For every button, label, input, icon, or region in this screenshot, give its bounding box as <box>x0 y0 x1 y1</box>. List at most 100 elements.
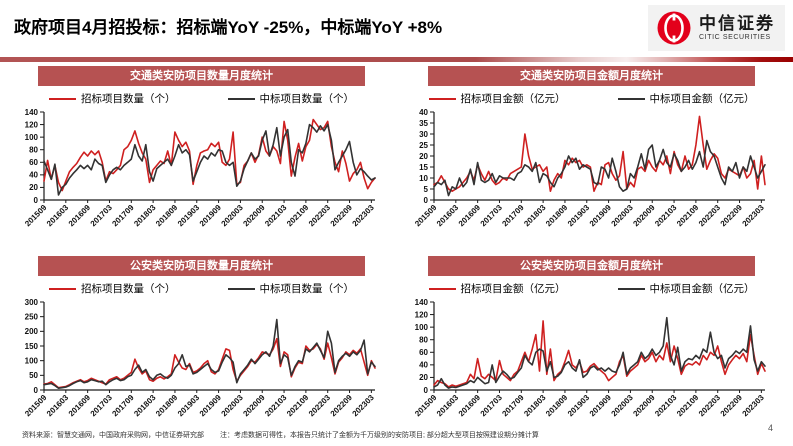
x-tick-label: 202303 <box>741 393 767 419</box>
x-tick-label: 201603 <box>45 203 71 229</box>
y-tick-label: 250 <box>25 312 39 321</box>
footer-source: 资料来源：智慧交通网，中国政府采购网，中信证券研究部 <box>22 432 204 439</box>
x-tick-label: 201809 <box>544 393 570 419</box>
x-tick-label: 202303 <box>351 393 377 419</box>
x-tick-label: 202203 <box>307 393 333 419</box>
x-tick-label: 202009 <box>631 393 657 419</box>
x-tick-label: 202103 <box>653 203 679 229</box>
legend-item: 中标项目数量（个） <box>227 281 354 296</box>
y-tick-label: 80 <box>419 336 428 345</box>
y-tick-label: 40 <box>29 171 38 180</box>
citic-logo-icon <box>657 11 691 45</box>
series-line <box>433 316 766 389</box>
x-tick-label: 201709 <box>110 203 136 229</box>
chart-panel-police-amount: 公安类安防项目金额月度统计 招标项目金额（亿元） 中标项目金额（亿元） 0 20 4… <box>401 256 782 436</box>
x-tick-label: 202109 <box>285 203 311 229</box>
y-tick-label: 100 <box>25 133 39 142</box>
y-tick-label: 40 <box>419 361 428 370</box>
y-tick-label: 25 <box>419 141 428 150</box>
x-tick-label: 201809 <box>154 203 180 229</box>
x-tick-label: 201809 <box>544 203 570 229</box>
x-tick-label: 201909 <box>198 393 224 419</box>
legend-label: 招标项目数量（个） <box>81 93 176 105</box>
series-line <box>433 139 766 197</box>
legend-line-swatch <box>617 97 645 100</box>
x-tick-label: 202103 <box>263 203 289 229</box>
x-tick-label: 201603 <box>435 393 461 419</box>
x-tick-label: 201609 <box>457 393 483 419</box>
chart-panel-traffic-count: 交通类安防项目数量月度统计 招标项目数量（个） 中标项目数量（个） 0 20 40 6… <box>11 66 392 246</box>
footer-note: 注：考虑数据可得性，本报告只统计了金额为千万级别的安防项目; 部分超大型项目按照… <box>220 432 539 439</box>
legend-item: 招标项目数量（个） <box>49 281 176 296</box>
x-tick-label: 202103 <box>263 393 289 419</box>
logo-text: 中信证券 CITIC SECURITIES <box>699 15 775 41</box>
logo-cn-label: 中信证券 <box>699 14 775 33</box>
x-tick-label: 202109 <box>675 393 701 419</box>
x-tick-label: 202003 <box>220 203 246 229</box>
footer: 资料来源：智慧交通网，中国政府采购网，中信证券研究部 注：考虑数据可得性，本报告… <box>22 430 539 440</box>
x-tick-label: 201803 <box>132 203 158 229</box>
x-tick-label: 201903 <box>176 393 202 419</box>
x-tick-label: 202209 <box>719 203 745 229</box>
chart-title: 公安类安防项目金额月度统计 <box>428 256 755 276</box>
series-line <box>43 123 376 196</box>
y-tick-label: 60 <box>29 158 38 167</box>
x-tick-label: 202003 <box>610 393 636 419</box>
page-number: 4 <box>767 423 773 433</box>
x-tick-label: 201509 <box>413 393 439 419</box>
x-tick-label: 202203 <box>697 393 723 419</box>
legend-label: 中标项目数量（个） <box>259 93 355 105</box>
x-tick-label: 201809 <box>154 393 180 419</box>
y-tick-label: 100 <box>415 323 429 332</box>
x-tick-label: 202303 <box>351 203 377 229</box>
x-tick-label: 201803 <box>132 393 158 419</box>
y-tick-label: 50 <box>29 371 38 380</box>
x-tick-label: 201903 <box>566 203 592 229</box>
legend-line-swatch <box>49 287 76 290</box>
legend-label: 中标项目金额（亿元） <box>649 283 755 295</box>
y-tick-label: 60 <box>419 348 428 357</box>
y-tick-label: 15 <box>419 163 428 172</box>
x-tick-label: 202109 <box>285 393 311 419</box>
x-tick-label: 202103 <box>653 393 679 419</box>
series-line <box>43 118 376 192</box>
y-tick-label: 120 <box>25 120 39 129</box>
y-tick-label: 10 <box>419 174 428 183</box>
x-tick-label: 202009 <box>241 203 267 229</box>
x-tick-label: 202109 <box>675 203 701 229</box>
citic-logo: 中信证券 CITIC SECURITIES <box>648 5 785 51</box>
x-tick-label: 202209 <box>329 393 355 419</box>
x-tick-label: 201903 <box>566 393 592 419</box>
x-tick-label: 201609 <box>67 203 93 229</box>
legend-label: 中标项目金额（亿元） <box>649 93 755 105</box>
legend-line-swatch <box>49 97 76 100</box>
y-tick-label: 0 <box>424 196 429 205</box>
page-title: 政府项目4月招投标：招标端YoY -25%，中标端YoY +8% <box>14 18 443 37</box>
x-tick-label: 202303 <box>741 203 767 229</box>
x-tick-label: 201803 <box>522 393 548 419</box>
legend-item: 中标项目金额（亿元） <box>617 281 755 296</box>
x-tick-label: 201603 <box>45 393 71 419</box>
legend-item: 招标项目金额（亿元） <box>428 281 566 296</box>
x-tick-label: 201909 <box>588 203 614 229</box>
x-tick-label: 201709 <box>110 393 136 419</box>
y-tick-label: 40 <box>419 108 428 117</box>
legend-label: 招标项目金额（亿元） <box>460 283 566 295</box>
y-tick-label: 20 <box>29 183 38 192</box>
legend-line-swatch <box>428 97 456 100</box>
y-tick-label: 100 <box>25 356 39 365</box>
chart-legend: 招标项目金额（亿元） 中标项目金额（亿元） <box>401 91 782 106</box>
chart-title: 公安类安防项目数量月度统计 <box>38 256 365 276</box>
header-divider-bar <box>0 57 793 62</box>
x-tick-label: 201603 <box>435 203 461 229</box>
y-tick-label: 140 <box>25 108 39 117</box>
line-chart-police-count: 0501001502002503002015092016032016092017… <box>23 298 377 419</box>
y-tick-label: 30 <box>419 130 428 139</box>
line-chart-traffic-amount: 0 5 10 15 20 25 30 35 40 201509201603201609201703… <box>413 108 767 229</box>
x-tick-label: 202203 <box>697 203 723 229</box>
x-tick-label: 202003 <box>610 203 636 229</box>
chart-panel-police-count: 公安类安防项目数量月度统计 招标项目数量（个） 中标项目数量（个） 0 50 100… <box>11 256 392 436</box>
x-tick-label: 201703 <box>89 203 115 229</box>
y-tick-label: 20 <box>419 373 428 382</box>
